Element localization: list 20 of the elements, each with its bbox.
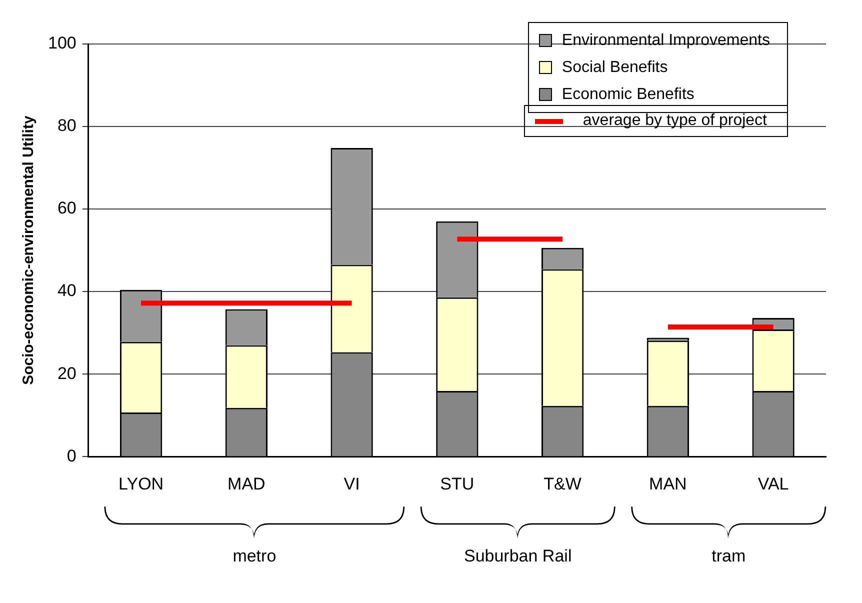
y-tick-label: 60 (57, 198, 76, 218)
x-tick-label: MAN (649, 474, 687, 494)
y-tick-label: 0 (66, 446, 76, 466)
y-tick-label: 40 (57, 281, 76, 300)
y-tick-label: 80 (57, 116, 76, 136)
x-tick-label: VAL (758, 474, 789, 494)
x-tick-label: VI (344, 474, 360, 494)
text: tram (712, 546, 746, 566)
y-tick-label: 100 (48, 34, 76, 53)
legend-label: Economic Benefits (562, 86, 694, 104)
text: metro (232, 546, 276, 566)
x-tick-label: STU (440, 474, 474, 494)
y-axis-title: Socio-economic-environmental Utility (20, 115, 38, 385)
x-tick-label: LYON (118, 474, 164, 494)
y-tick-label: 20 (57, 364, 76, 383)
text: Suburban Rail (464, 546, 572, 566)
x-tick-label: T&W (544, 474, 582, 494)
legend-label: Social Benefits (562, 58, 668, 76)
legend-label: average by type of project (582, 112, 767, 130)
x-tick-label: MAD (228, 474, 266, 494)
